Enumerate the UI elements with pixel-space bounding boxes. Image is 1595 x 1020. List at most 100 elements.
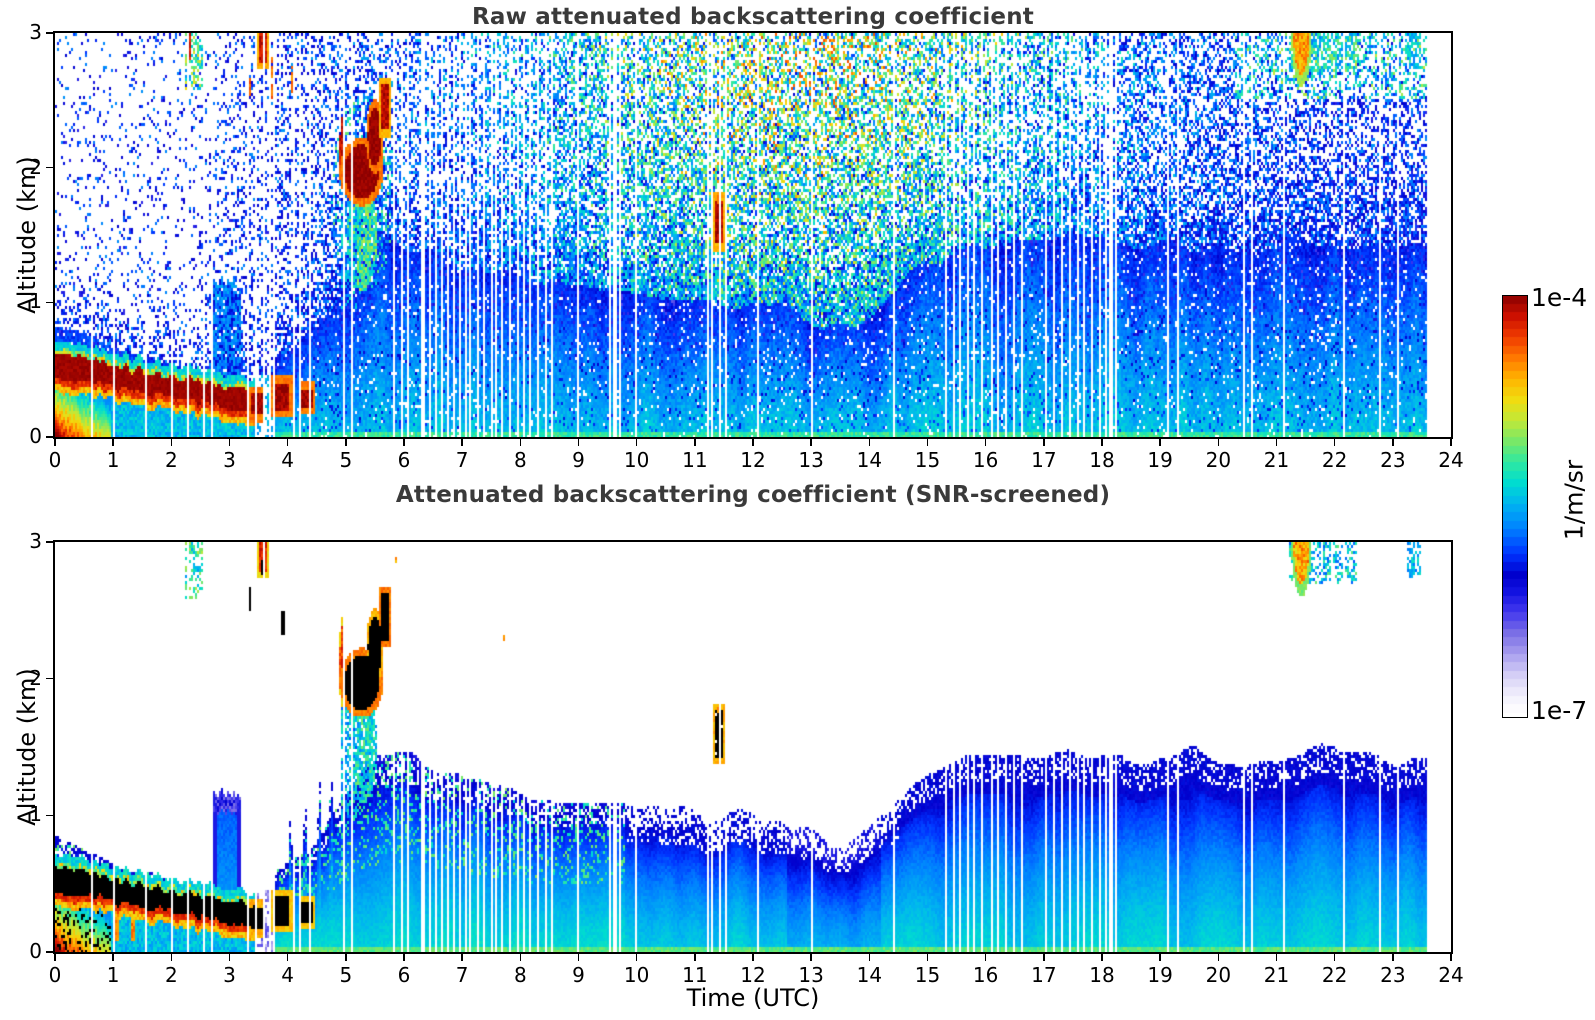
x-tick	[868, 439, 871, 446]
y-tick-label: 3	[29, 20, 42, 44]
x-tick	[1333, 954, 1336, 961]
x-tick-label: 18	[1089, 448, 1115, 472]
x-tick-label: 10	[623, 963, 650, 987]
x-tick	[1043, 954, 1045, 961]
x-tick	[868, 954, 871, 961]
x-tick-label: 19	[1147, 448, 1173, 472]
x-tick-label: 22	[1321, 963, 1348, 987]
x-tick-label: 6	[397, 448, 411, 472]
x-tick-label: 4	[281, 963, 295, 987]
screened-heatmap-canvas	[55, 542, 1451, 952]
x-tick	[228, 439, 231, 446]
x-tick-label: 0	[48, 448, 62, 472]
x-axis-label: Time (UTC)	[686, 984, 820, 1012]
x-tick	[1275, 954, 1278, 961]
x-tick	[345, 439, 347, 446]
x-tick-label: 4	[281, 448, 295, 472]
x-tick-label: 10	[623, 448, 650, 472]
x-tick	[1275, 439, 1278, 446]
x-tick	[1101, 439, 1103, 446]
x-tick-label: 20	[1205, 963, 1232, 987]
x-tick	[1043, 439, 1045, 446]
x-tick	[1333, 439, 1336, 446]
x-tick-label: 0	[48, 963, 62, 987]
x-tick	[1217, 439, 1220, 446]
x-tick-label: 7	[455, 963, 469, 987]
x-tick-label: 6	[397, 963, 411, 987]
x-tick-label: 3	[223, 448, 236, 472]
x-tick	[345, 954, 347, 961]
y-tick-label: 0	[29, 424, 42, 448]
x-tick	[810, 954, 812, 961]
x-tick-label: 12	[740, 448, 766, 472]
x-tick-label: 11	[682, 963, 708, 987]
x-tick	[635, 954, 638, 961]
raw-heatmap-canvas	[55, 33, 1451, 437]
x-tick-label: 8	[513, 448, 527, 472]
y-tick	[46, 301, 53, 304]
y-tick	[46, 951, 53, 953]
x-tick-label: 21	[1263, 963, 1290, 987]
x-tick	[577, 439, 580, 446]
x-tick-label: 5	[339, 963, 353, 987]
bottom-panel-title: Attenuated backscattering coefficient (S…	[395, 482, 1111, 508]
x-tick	[984, 439, 987, 446]
x-tick	[403, 439, 405, 446]
x-tick	[1450, 439, 1452, 446]
x-tick	[926, 439, 929, 446]
y-tick-label: 0	[29, 939, 42, 963]
colorbar-max-label: 1e-4	[1531, 283, 1588, 312]
screened-heatmap-panel	[53, 540, 1453, 954]
raw-heatmap-panel	[53, 31, 1453, 439]
x-tick	[926, 954, 929, 961]
top-panel-title: Raw attenuated backscattering coefficien…	[472, 4, 1034, 30]
x-tick	[112, 439, 114, 446]
x-tick-label: 12	[740, 963, 766, 987]
y-tick-label: 2	[29, 154, 42, 179]
x-tick	[112, 954, 114, 961]
y-tick	[46, 166, 53, 169]
y-tick-label: 1	[29, 289, 42, 314]
x-tick	[519, 954, 522, 961]
x-tick-label: 11	[682, 448, 708, 472]
x-tick	[1101, 954, 1103, 961]
x-tick-label: 17	[1031, 448, 1057, 472]
x-tick-label: 23	[1380, 963, 1406, 987]
x-tick	[1217, 954, 1220, 961]
x-tick	[752, 439, 754, 446]
x-tick-label: 22	[1321, 448, 1348, 472]
x-tick	[1392, 954, 1394, 961]
x-tick	[461, 439, 463, 446]
x-tick	[170, 439, 173, 446]
x-tick	[54, 439, 56, 446]
x-tick	[694, 439, 696, 446]
x-tick-label: 19	[1147, 963, 1173, 987]
x-tick-label: 18	[1089, 963, 1115, 987]
x-tick-label: 14	[856, 448, 883, 472]
x-tick	[984, 954, 987, 961]
x-tick	[1159, 954, 1161, 961]
y-tick	[46, 436, 53, 438]
x-tick-label: 7	[455, 448, 469, 472]
x-tick-label: 1	[106, 448, 120, 472]
x-tick-label: 9	[572, 963, 585, 987]
x-tick-label: 23	[1380, 448, 1406, 472]
x-tick-label: 21	[1263, 448, 1290, 472]
x-tick	[752, 954, 754, 961]
y-tick	[46, 32, 53, 34]
x-tick	[170, 954, 173, 961]
x-tick-label: 14	[856, 963, 883, 987]
x-tick-label: 20	[1205, 448, 1232, 472]
x-tick-label: 13	[798, 448, 824, 472]
x-tick	[286, 439, 289, 446]
x-tick	[461, 954, 463, 961]
x-tick-label: 16	[972, 448, 999, 472]
x-tick	[1450, 954, 1452, 961]
colorbar-min-label: 1e-7	[1531, 696, 1588, 725]
x-tick	[577, 954, 580, 961]
x-tick	[54, 954, 56, 961]
x-tick	[1159, 439, 1161, 446]
colorbar-units-label: 1/m/sr	[1559, 459, 1589, 541]
colorbar-canvas	[1503, 296, 1527, 713]
x-tick-label: 9	[572, 448, 585, 472]
